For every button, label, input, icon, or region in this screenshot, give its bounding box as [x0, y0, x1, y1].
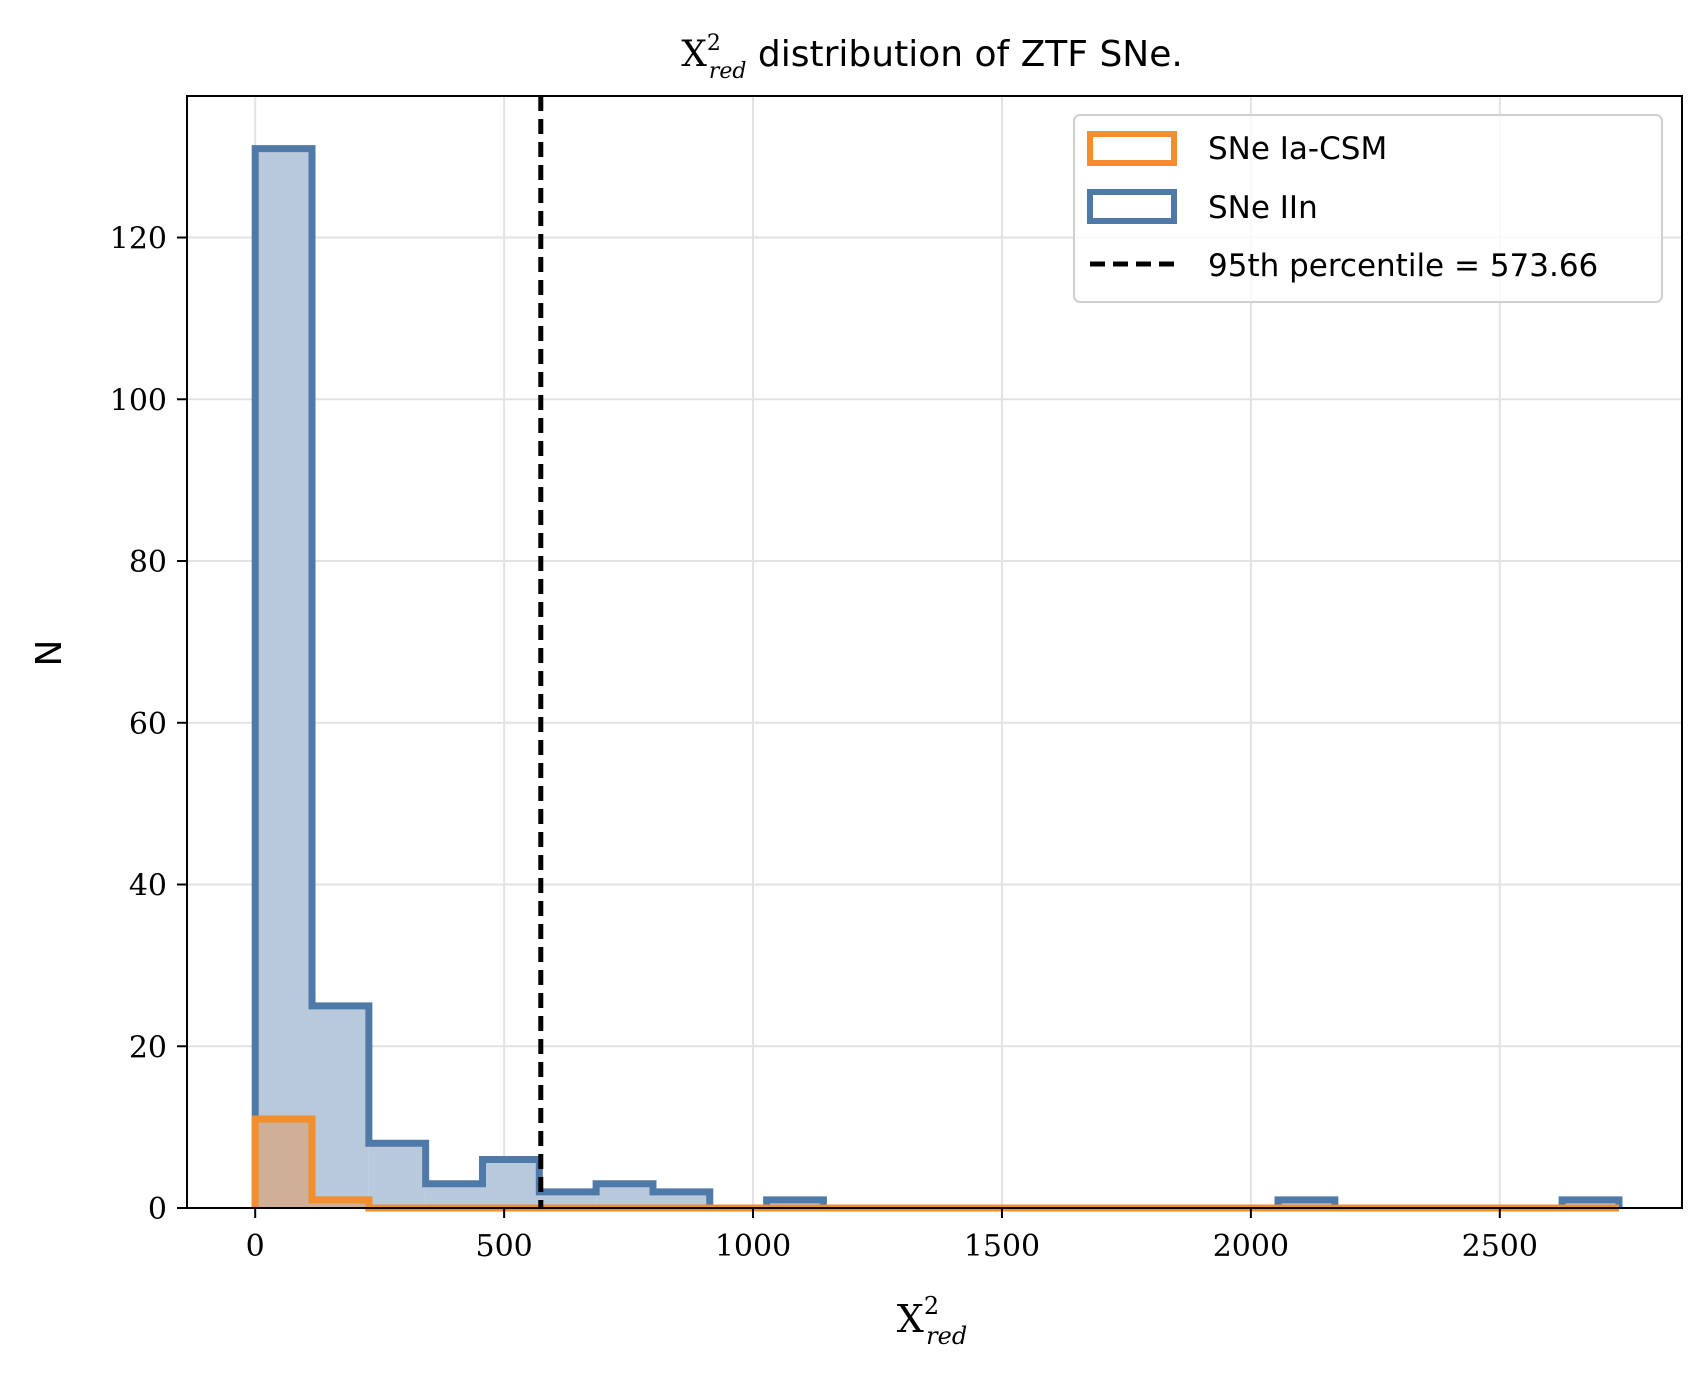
x-axis: 0 500 1000 1500 2000 2500: [246, 1208, 1538, 1264]
bar-sne-iin: [1562, 1199, 1619, 1208]
title-symbol: X: [681, 34, 707, 75]
bar-sne-iin: [425, 1183, 483, 1208]
legend-label-percentile: 95th percentile = 573.66: [1208, 248, 1598, 284]
bar-sne-iin: [255, 148, 313, 1209]
bar-sne-iin: [1278, 1199, 1335, 1208]
xlabel-subscript: red: [926, 1322, 967, 1350]
title-superscript: 2: [707, 31, 721, 56]
bar-sne-iin: [652, 1191, 710, 1208]
x-tick-label: 0: [246, 1229, 265, 1264]
bar-sne-iin: [312, 1005, 369, 1208]
xlabel-symbol: X: [897, 1297, 924, 1341]
grid: [187, 96, 1682, 1209]
y-axis-label: N: [29, 640, 70, 667]
y-tick-label: 60: [129, 707, 167, 742]
xlabel-superscript: 2: [924, 1292, 939, 1320]
legend: SNe Ia-CSM SNe IIn 95th percentile = 573…: [1073, 114, 1663, 303]
y-tick-label: 120: [110, 222, 167, 257]
y-tick-label: 20: [129, 1030, 167, 1065]
x-tick-label: 2500: [1462, 1229, 1538, 1264]
bar-sne-ia-csm: [312, 1199, 369, 1208]
y-tick-label: 100: [110, 383, 167, 418]
bar-sne-iin: [766, 1199, 824, 1208]
bar-sne-iin: [596, 1183, 653, 1208]
legend-label-ia-csm: SNe Ia-CSM: [1208, 131, 1387, 167]
y-tick-label: 0: [148, 1192, 167, 1227]
plot-frame: [186, 95, 1683, 1209]
title-text: distribution of ZTF SNe.: [746, 34, 1182, 75]
bar-sne-iin: [368, 1143, 426, 1208]
x-tick-label: 1500: [964, 1229, 1040, 1264]
y-tick-label: 40: [129, 869, 167, 904]
legend-box: [1073, 114, 1663, 303]
bar-sne-iin: [539, 1191, 597, 1208]
y-tick-label: 80: [129, 545, 167, 580]
y-axis: 0 20 40 60 80 100 120: [110, 222, 187, 1227]
x-tick-label: 500: [475, 1229, 532, 1264]
title-subscript: red: [709, 59, 747, 84]
legend-swatch-ia-csm: [1087, 131, 1177, 166]
x-tick-label: 1000: [715, 1229, 791, 1264]
bar-sne-iin: [482, 1159, 540, 1208]
x-axis-label: X2 red: [897, 1292, 967, 1350]
bar-sne-ia-csm: [255, 1119, 313, 1208]
legend-swatch-iin: [1087, 189, 1177, 224]
x-tick-label: 2000: [1213, 1229, 1289, 1264]
chart-title: X2 red distribution of ZTF SNe.: [681, 31, 1183, 84]
legend-label-iin: SNe IIn: [1208, 190, 1318, 226]
